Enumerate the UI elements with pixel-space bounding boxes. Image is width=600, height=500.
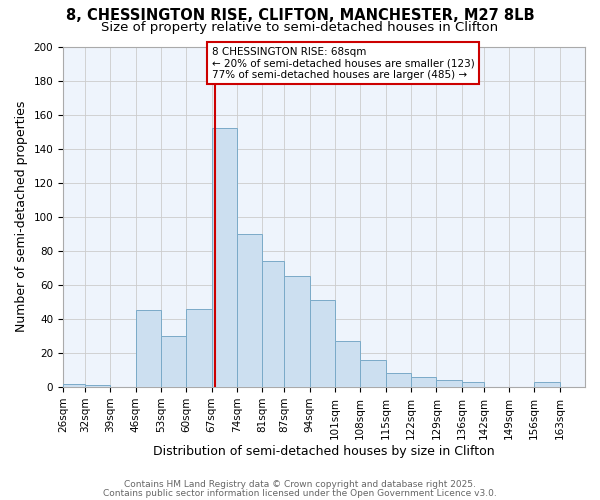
- Bar: [186, 309, 212, 387]
- Bar: [237, 234, 262, 387]
- Bar: [360, 360, 386, 387]
- Bar: [462, 382, 484, 387]
- Bar: [386, 374, 411, 387]
- Text: Contains HM Land Registry data © Crown copyright and database right 2025.: Contains HM Land Registry data © Crown c…: [124, 480, 476, 489]
- Bar: [262, 261, 284, 387]
- Bar: [534, 382, 560, 387]
- Bar: [136, 310, 161, 387]
- Bar: [212, 128, 237, 387]
- X-axis label: Distribution of semi-detached houses by size in Clifton: Distribution of semi-detached houses by …: [153, 444, 495, 458]
- Y-axis label: Number of semi-detached properties: Number of semi-detached properties: [15, 101, 28, 332]
- Bar: [335, 341, 360, 387]
- Bar: [85, 386, 110, 387]
- Text: Contains public sector information licensed under the Open Government Licence v3: Contains public sector information licen…: [103, 488, 497, 498]
- Text: Size of property relative to semi-detached houses in Clifton: Size of property relative to semi-detach…: [101, 21, 499, 34]
- Bar: [411, 377, 436, 387]
- Bar: [310, 300, 335, 387]
- Text: 8, CHESSINGTON RISE, CLIFTON, MANCHESTER, M27 8LB: 8, CHESSINGTON RISE, CLIFTON, MANCHESTER…: [65, 8, 535, 22]
- Bar: [161, 336, 186, 387]
- Bar: [284, 276, 310, 387]
- Text: 8 CHESSINGTON RISE: 68sqm
← 20% of semi-detached houses are smaller (123)
77% of: 8 CHESSINGTON RISE: 68sqm ← 20% of semi-…: [212, 46, 475, 80]
- Bar: [436, 380, 462, 387]
- Bar: [63, 384, 85, 387]
